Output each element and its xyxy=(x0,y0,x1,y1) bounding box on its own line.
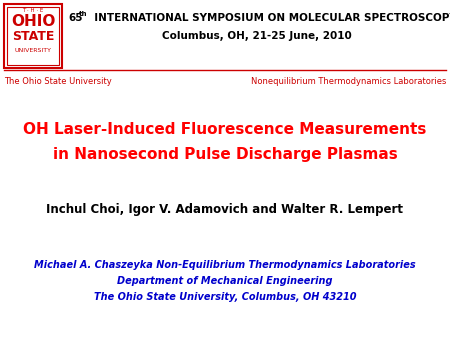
Text: INTERNATIONAL SYMPOSIUM ON MOLECULAR SPECTROSCOPY: INTERNATIONAL SYMPOSIUM ON MOLECULAR SPE… xyxy=(87,13,450,23)
Text: OH Laser-Induced Fluorescence Measurements: OH Laser-Induced Fluorescence Measuremen… xyxy=(23,122,427,137)
Text: Michael A. Chaszeyka Non-Equilibrium Thermodynamics Laboratories: Michael A. Chaszeyka Non-Equilibrium The… xyxy=(34,260,416,270)
Bar xyxy=(4,4,62,68)
Text: The Ohio State University, Columbus, OH 43210: The Ohio State University, Columbus, OH … xyxy=(94,292,356,302)
Text: Inchul Choi, Igor V. Adamovich and Walter R. Lempert: Inchul Choi, Igor V. Adamovich and Walte… xyxy=(46,204,404,216)
Text: in Nanosecond Pulse Discharge Plasmas: in Nanosecond Pulse Discharge Plasmas xyxy=(53,148,397,163)
Text: OHIO: OHIO xyxy=(11,15,55,30)
Text: Nonequilibrium Thermodynamics Laboratories: Nonequilibrium Thermodynamics Laboratori… xyxy=(251,78,446,87)
Text: th: th xyxy=(79,11,87,17)
Text: Columbus, OH, 21-25 June, 2010: Columbus, OH, 21-25 June, 2010 xyxy=(162,31,352,41)
Text: T · H · E: T · H · E xyxy=(22,8,44,13)
Text: Department of Mechanical Engineering: Department of Mechanical Engineering xyxy=(117,276,333,286)
Text: STATE: STATE xyxy=(12,30,54,42)
Text: 65: 65 xyxy=(68,13,82,23)
Text: UNIVERSITY: UNIVERSITY xyxy=(14,47,51,53)
Text: The Ohio State University: The Ohio State University xyxy=(4,78,112,87)
Bar xyxy=(7,7,59,65)
